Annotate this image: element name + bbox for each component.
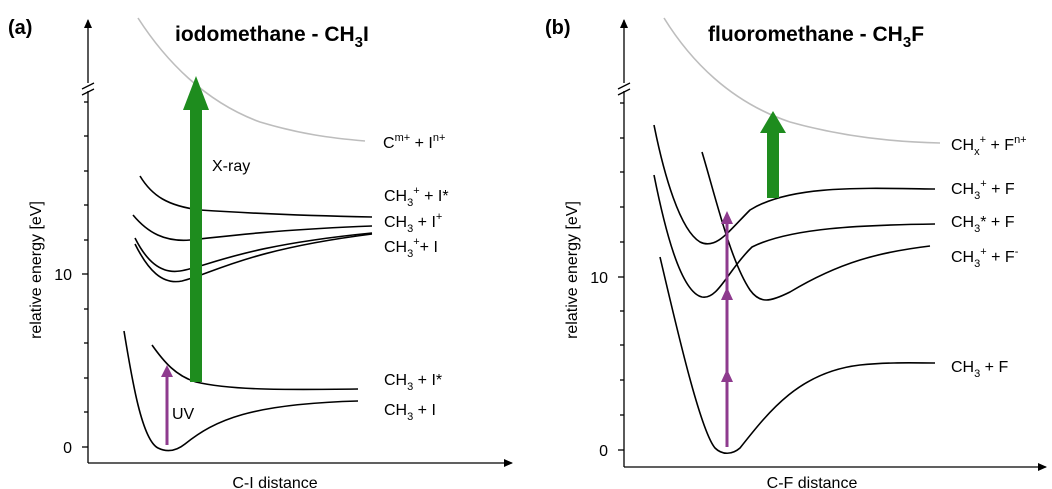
xray-arrow-a: [183, 76, 209, 382]
panel-a-label: (a): [8, 17, 32, 39]
curve-a-ch3-ip: [132, 214, 373, 242]
uv-label: UV: [172, 406, 195, 423]
y-ticks-a: [82, 101, 88, 448]
y-axis-label-b: relative energy [eV]: [564, 201, 581, 339]
label-ch3-f: CH3 + F: [951, 359, 1008, 380]
uv-arrows-b: [721, 211, 733, 447]
curve-b-chx-fn: [663, 17, 941, 144]
panel-a-title: iodomethane - CH3I: [175, 23, 369, 51]
xray-label: X-ray: [212, 158, 250, 175]
axis-break-b: [617, 82, 631, 96]
xray-arrow-b: [760, 111, 786, 198]
panel-b: (b) fluoromethane - CH3F 0 10 relative e…: [545, 17, 1047, 489]
tick-10-b: 10: [590, 270, 608, 287]
curve-b-ch3p-fm: [701, 151, 931, 301]
y-ticks-b: [618, 102, 624, 451]
label-ch3p-f: CH3+ + F: [951, 178, 1015, 202]
curve-a-cm-in: [137, 17, 366, 142]
panel-a: (a) iodomethane - CH3I 0 10 relative ene…: [8, 17, 513, 489]
tick-10-a: 10: [54, 267, 72, 284]
uv-arrow-a: [161, 365, 173, 445]
curve-b-ch3p-f: [653, 124, 936, 245]
label-chx-fn: CHx+ + Fn+: [951, 134, 1027, 158]
label-ch3star-f: CH3* + F: [951, 214, 1015, 235]
curve-b-ch3star-f: [653, 174, 936, 298]
panel-b-label: (b): [545, 17, 571, 39]
label-cm-in: Cm+ + In+: [383, 132, 445, 152]
label-ch3p-i: CH3++ I: [384, 236, 438, 260]
label-ch3-i: CH3 + I: [384, 402, 436, 423]
label-ch3p-istar: CH3+ + I*: [384, 185, 449, 209]
curve-b-ch3-f: [659, 256, 936, 455]
curve-a-ch3-istar: [151, 344, 359, 391]
curve-a-ch3p-i-2: [134, 233, 373, 283]
curve-a-ch3-i: [123, 330, 359, 452]
x-axis-label-a: C-I distance: [232, 475, 317, 489]
curve-a-ch3p-istar: [139, 175, 373, 218]
x-axis-label-b: C-F distance: [767, 475, 858, 489]
tick-0-b: 0: [599, 443, 608, 460]
label-ch3-ip: CH3 + I+: [384, 211, 442, 235]
panel-b-title: fluoromethane - CH3F: [708, 23, 924, 51]
y-axis-label-a: relative energy [eV]: [28, 201, 45, 339]
axis-break-a: [81, 82, 95, 96]
tick-0-a: 0: [63, 440, 72, 457]
label-ch3p-fm: CH3+ + F-: [951, 246, 1019, 270]
label-ch3-istar: CH3 + I*: [384, 372, 442, 393]
